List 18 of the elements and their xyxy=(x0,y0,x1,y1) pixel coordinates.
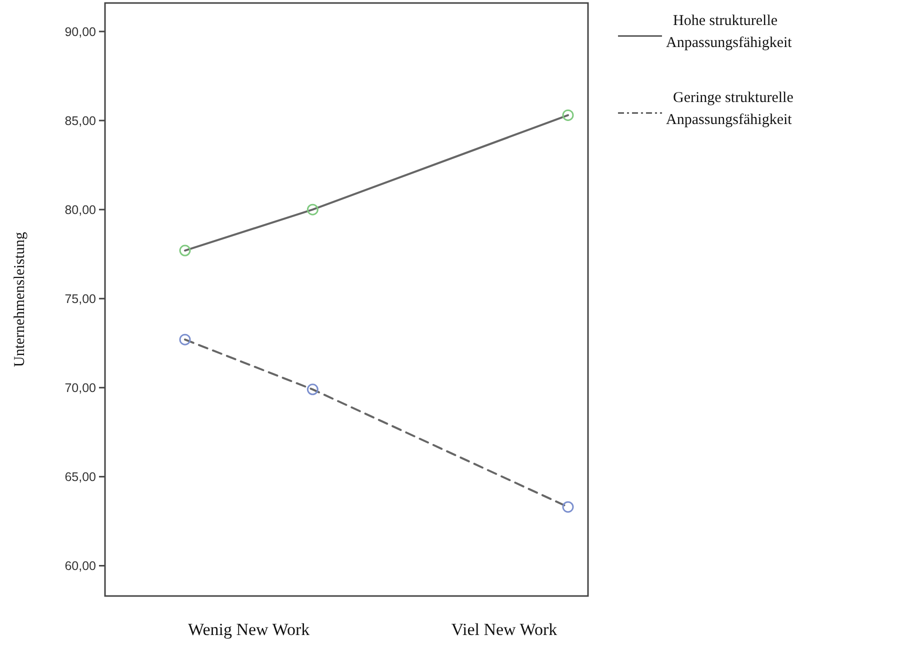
x-tick-label: Wenig New Work xyxy=(188,620,310,639)
y-tick-label: 80,00 xyxy=(64,202,96,217)
y-tick-label: 60,00 xyxy=(64,559,96,574)
y-tick-label: 85,00 xyxy=(64,114,96,128)
y-axis-title: Unternehmensleistung xyxy=(12,232,28,367)
point xyxy=(306,384,318,396)
text: Hohe strukturelle Anpassungsfähigkeit xyxy=(666,13,793,51)
point xyxy=(179,244,191,256)
point xyxy=(562,109,574,121)
point xyxy=(562,501,574,513)
text: Geringe strukturelle Anpassungsfähigkeit xyxy=(666,90,794,128)
y-tick-label: 70,00 xyxy=(64,381,96,396)
point xyxy=(306,204,318,216)
point xyxy=(179,334,191,346)
x-tick-label: Viel New Work xyxy=(451,620,558,639)
y-tick-label: 65,00 xyxy=(64,470,96,484)
y-tick-label: 75,00 xyxy=(64,292,96,306)
y-tick-label: 90,00 xyxy=(64,24,96,39)
